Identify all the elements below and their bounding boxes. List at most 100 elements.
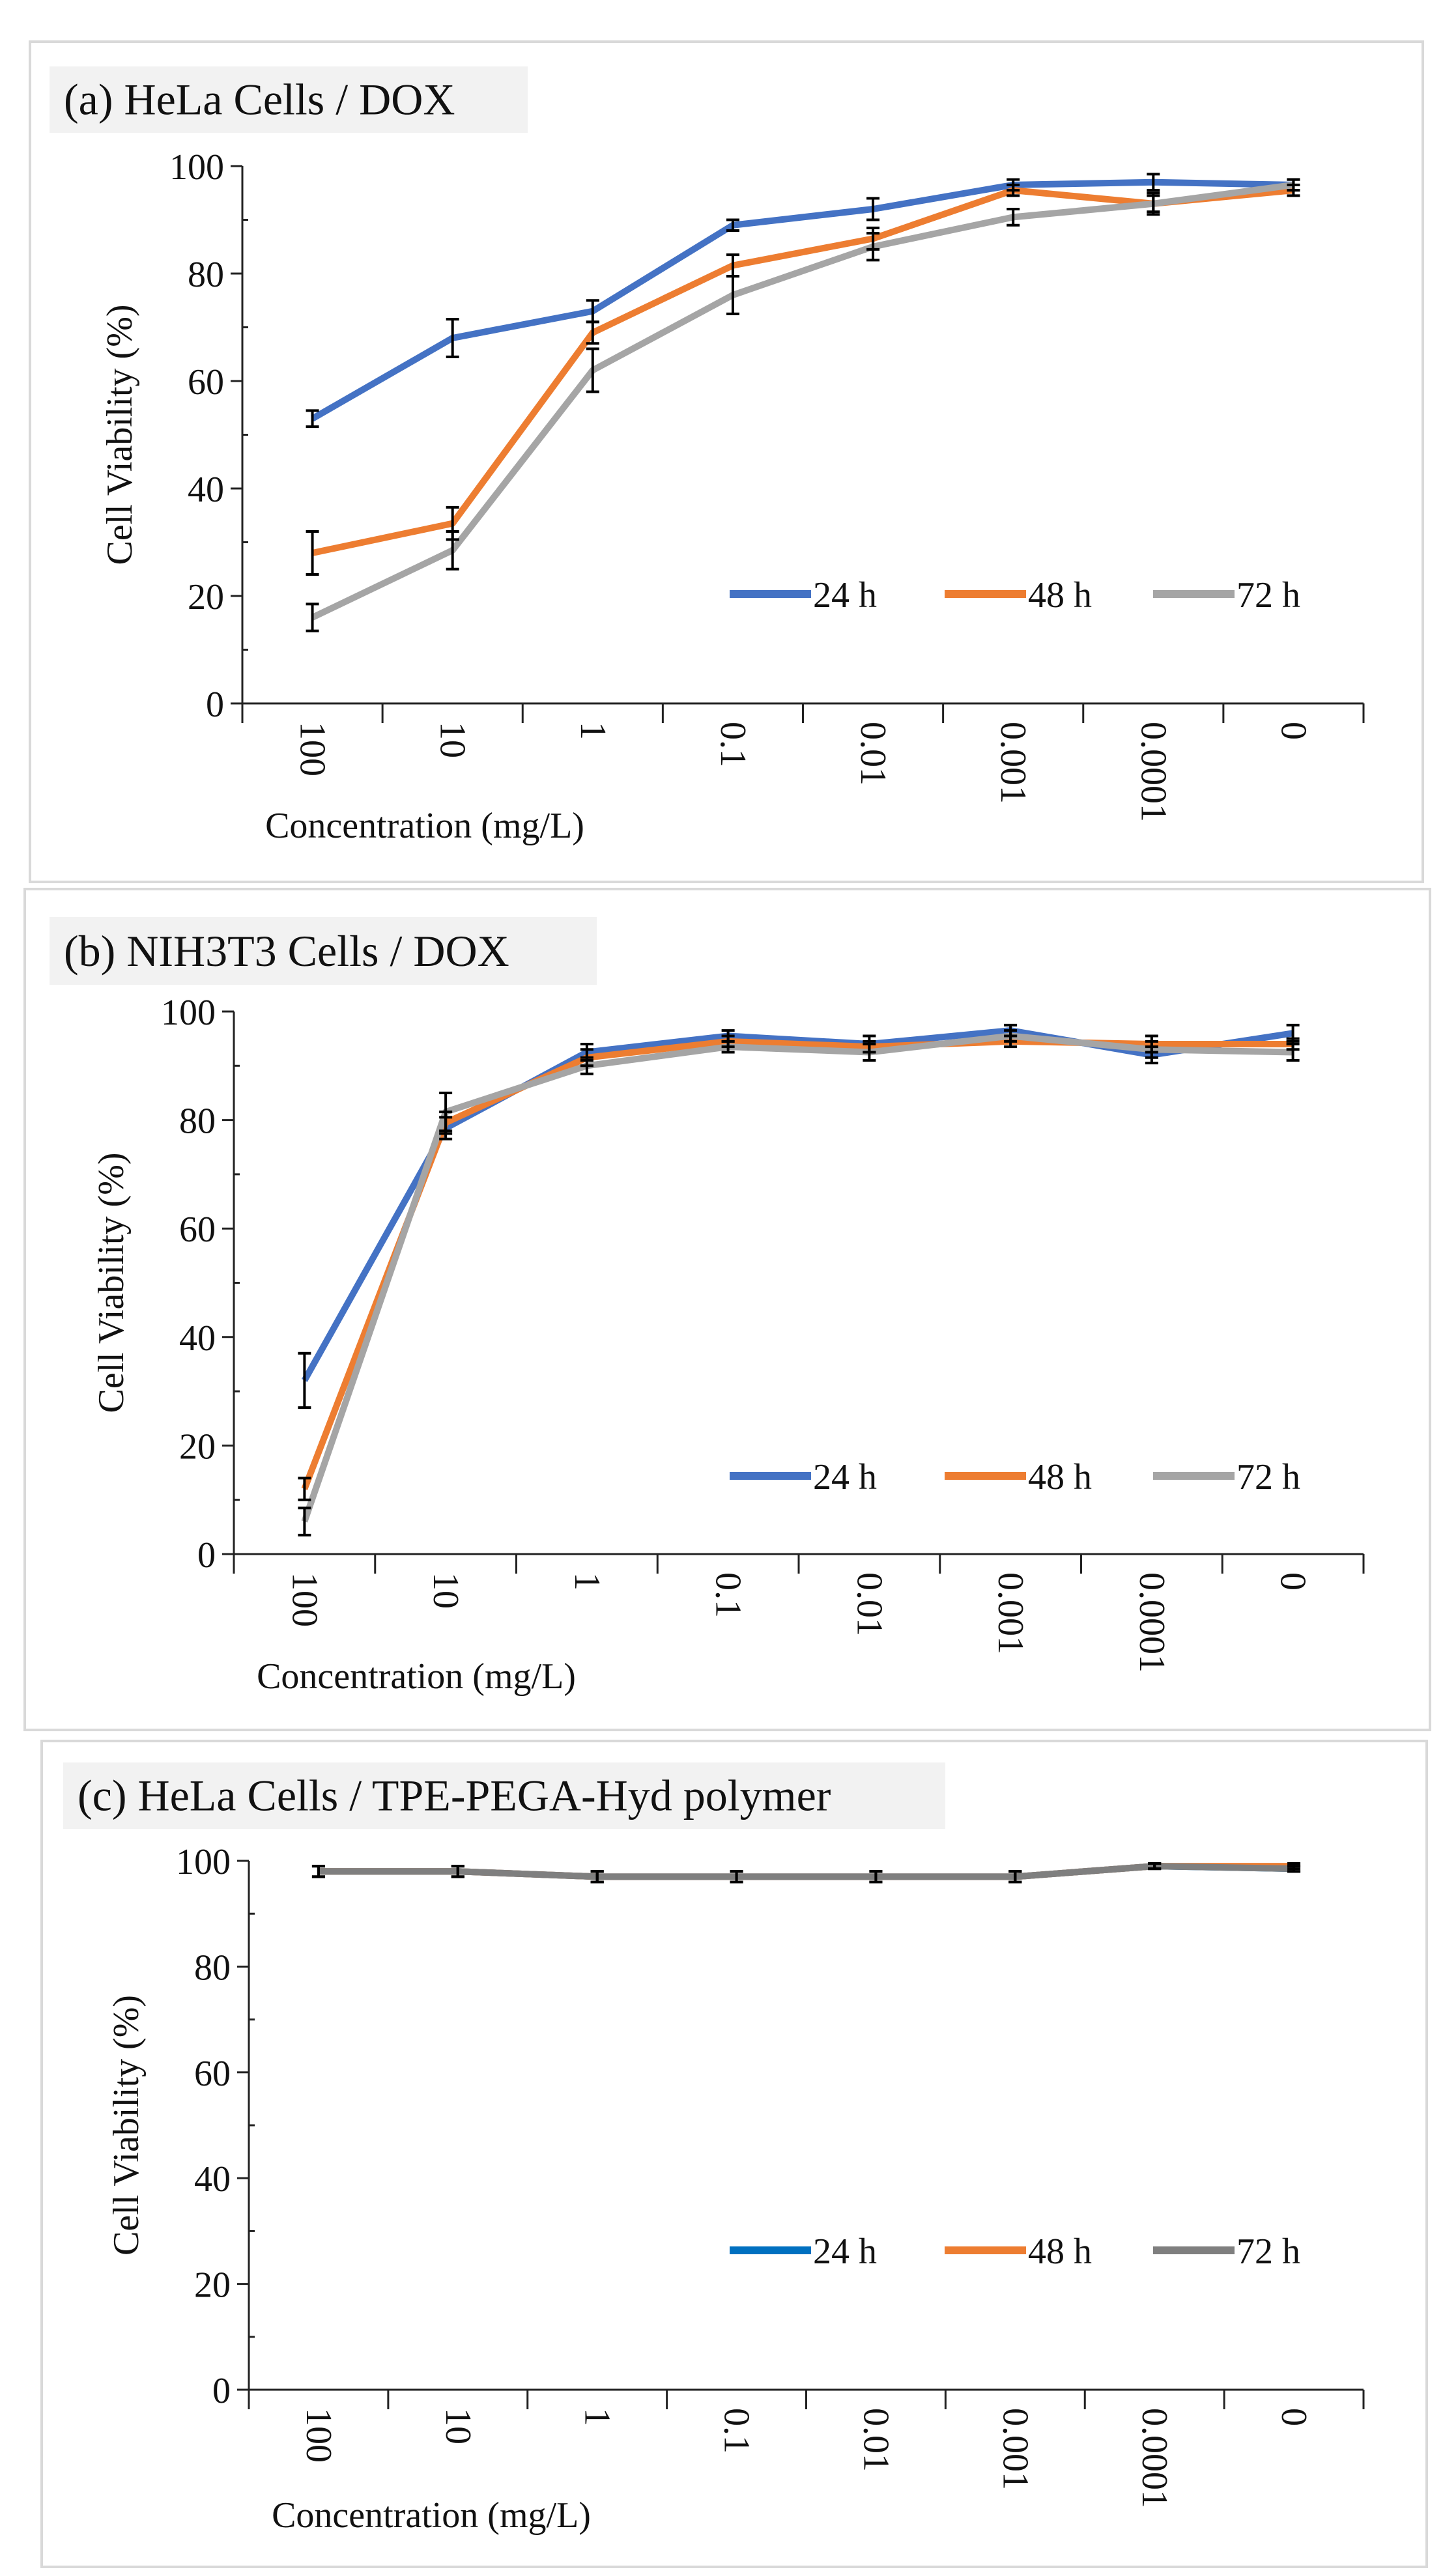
legend-item: 48 h <box>945 2231 1092 2272</box>
legend-item: 24 h <box>730 1457 877 1497</box>
x-tick-label: 0.1 <box>717 2408 757 2454</box>
error-bar <box>1286 1042 1300 1062</box>
y-tick-label: 60 <box>188 362 224 403</box>
error-bar <box>726 218 739 232</box>
error-bar <box>1145 1040 1158 1059</box>
y-tick-label: 40 <box>194 2159 231 2200</box>
x-tick-label: 0.01 <box>849 1572 889 1636</box>
series-line-72h <box>301 1032 1293 1523</box>
title-box <box>63 1762 945 1829</box>
error-bar <box>730 1870 743 1884</box>
x-tick-label: 100 <box>293 722 333 776</box>
error-bar <box>586 320 599 345</box>
error-bar <box>721 1040 735 1054</box>
legend-label: 24 h <box>813 1457 877 1497</box>
error-bar <box>869 1870 883 1884</box>
error-bar <box>298 1507 311 1536</box>
error-bar <box>298 1352 311 1409</box>
error-bar <box>866 232 880 262</box>
chart-panel-c: (c) HeLa Cells / TPE-PEGA-Hyd polymer 0 20… <box>40 1740 1428 2568</box>
y-tick-label: 80 <box>179 1101 216 1142</box>
chart-title: (b) NIH3T3 Cells / DOX <box>64 926 509 976</box>
series-line-72h <box>318 1863 1294 1880</box>
x-tick-label: 0 <box>1273 1572 1313 1591</box>
x-tick-label: 0.01 <box>853 722 893 786</box>
legend-label: 24 h <box>813 2231 877 2272</box>
error-bar <box>866 197 880 221</box>
series-line-24h <box>311 178 1294 422</box>
error-bar <box>1008 1870 1022 1884</box>
error-bar <box>446 318 459 358</box>
legend-label: 48 h <box>1028 2231 1092 2272</box>
x-tick-label: 0 <box>1274 2408 1314 2426</box>
legend-item: 72 h <box>1153 575 1300 616</box>
y-tick-label: 100 <box>169 147 224 188</box>
series-line-48h <box>311 187 1294 556</box>
y-axis-label: Cell Viability (%) <box>100 305 140 565</box>
x-tick-label: 0.0001 <box>1134 2408 1175 2508</box>
y-tick-label: 60 <box>194 2054 231 2094</box>
legend-item: 24 h <box>730 575 877 616</box>
chart-panel-a: (a) HeLa Cells / DOX 0 20 40 60 80 100 100 10 1 0.… <box>29 40 1424 883</box>
y-tick-label: 100 <box>161 993 216 1033</box>
error-bar <box>590 1870 604 1884</box>
x-axis-label: Concentration (mg/L) <box>257 1656 576 1697</box>
error-bar <box>863 1042 876 1062</box>
error-bar <box>1287 1865 1301 1873</box>
x-tick-label: 0.1 <box>708 1572 749 1618</box>
x-tick-label: 10 <box>433 722 473 758</box>
x-tick-label: 0.0001 <box>1132 1572 1172 1673</box>
x-tick-label: 0.001 <box>993 722 1033 804</box>
error-bar <box>1004 1029 1018 1043</box>
y-tick-label: 20 <box>194 2265 231 2306</box>
x-axis-label: Concentration (mg/L) <box>272 2495 591 2536</box>
error-bar <box>1287 178 1300 192</box>
y-tick-label: 0 <box>197 1535 216 1576</box>
chart-title: (a) HeLa Cells / DOX <box>64 74 455 124</box>
legend-label: 48 h <box>1028 1457 1092 1497</box>
title-box <box>50 917 597 985</box>
error-bar <box>586 347 599 393</box>
x-tick-label: 0 <box>1273 722 1313 740</box>
error-bar <box>446 530 459 571</box>
error-bar <box>1007 183 1020 197</box>
x-tick-label: 100 <box>284 1572 324 1627</box>
error-bar <box>306 602 319 632</box>
y-tick-label: 20 <box>188 577 224 617</box>
title-box <box>50 66 528 133</box>
legend-item: 24 h <box>730 2231 877 2272</box>
error-bar <box>306 530 319 576</box>
x-tick-label: 1 <box>577 2408 618 2426</box>
error-bar <box>580 1056 593 1075</box>
error-bar <box>311 1865 325 1878</box>
x-axis-label: Concentration (mg/L) <box>265 806 584 846</box>
y-tick-label: 40 <box>188 470 224 510</box>
legend-label: 72 h <box>1236 575 1300 616</box>
x-tick-label: 0.1 <box>713 722 753 767</box>
error-bar <box>306 409 319 429</box>
x-tick-label: 10 <box>438 2408 478 2444</box>
y-tick-label: 80 <box>194 1947 231 1988</box>
series-line-48h <box>301 1038 1293 1490</box>
y-tick-label: 0 <box>212 2371 231 2411</box>
x-tick-label: 0.01 <box>855 2408 896 2472</box>
legend-item: 72 h <box>1153 1457 1300 1497</box>
y-tick-label: 20 <box>179 1426 216 1467</box>
y-axis-label: Cell Viability (%) <box>91 1153 132 1413</box>
error-bar <box>1147 191 1160 216</box>
error-bar <box>1148 1862 1162 1871</box>
x-tick-label: 100 <box>298 2408 339 2463</box>
x-tick-label: 0.001 <box>995 2408 1035 2490</box>
legend-label: 72 h <box>1236 1457 1300 1497</box>
y-tick-label: 100 <box>176 1842 231 1882</box>
series-line-24h <box>302 1027 1294 1382</box>
legend-label: 48 h <box>1028 575 1092 616</box>
x-tick-label: 10 <box>425 1572 466 1609</box>
legend-item: 72 h <box>1153 2231 1300 2272</box>
legend-label: 24 h <box>813 575 877 616</box>
x-tick-label: 0.001 <box>990 1572 1031 1654</box>
error-bar <box>1147 173 1160 192</box>
error-bar <box>298 1477 311 1501</box>
